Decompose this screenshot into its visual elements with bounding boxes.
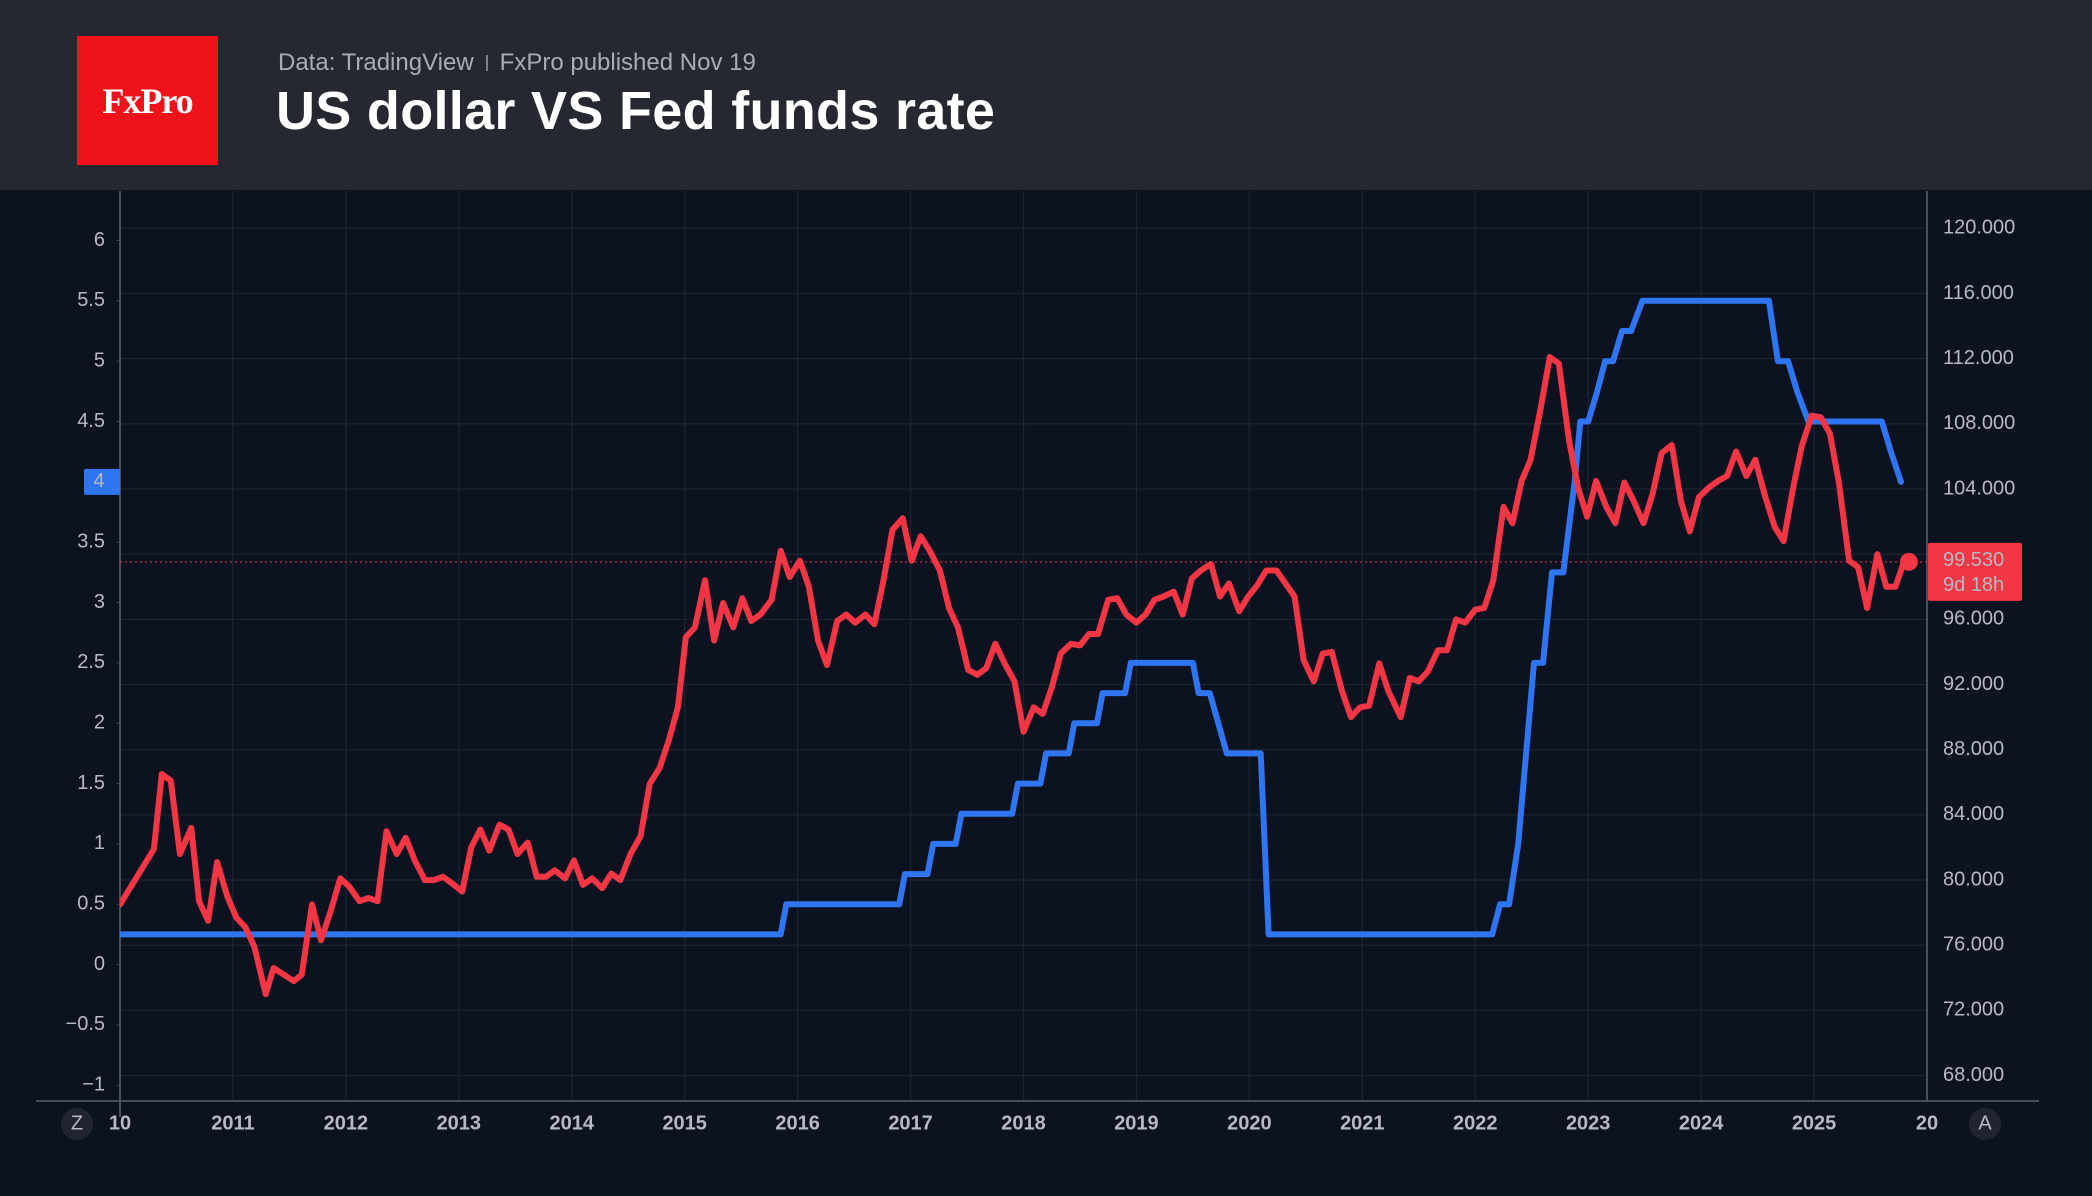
last-point — [1899, 552, 1918, 571]
subtitle: Data: TradingView FxPro published Nov 19 — [278, 49, 756, 77]
series-line — [120, 297, 1904, 938]
rate-label: 4 — [93, 470, 104, 492]
x-tick-label: 2018 — [1001, 1112, 1046, 1134]
logo: FxPro — [77, 36, 218, 165]
x-tick-label: 2023 — [1566, 1112, 1611, 1134]
scale-button-label[interactable]: A — [1978, 1112, 1992, 1134]
series-line — [120, 354, 1912, 998]
y2-tick-label: 76.000 — [1943, 934, 2004, 956]
x-tick-label: 2012 — [324, 1112, 369, 1134]
y2-tick-label: 80.000 — [1943, 868, 2004, 890]
y2-tick-label: 96.000 — [1943, 608, 2004, 630]
header: FxPro Data: TradingView FxPro published N… — [0, 0, 2092, 190]
x-tick-label: 20 — [1916, 1112, 1938, 1134]
y2-tick-label: 92.000 — [1943, 673, 2004, 695]
x-tick-label: 2017 — [888, 1112, 933, 1134]
rate-label-bg — [84, 468, 120, 495]
scale-button[interactable] — [61, 1108, 93, 1140]
y2-tick-label: 120.000 — [1943, 217, 2015, 239]
x-tick-label: 2011 — [211, 1112, 254, 1134]
chart-title: US dollar VS Fed funds rate — [276, 81, 996, 141]
y2-tick-label: 68.000 — [1943, 1064, 2004, 1086]
plot — [120, 297, 1912, 998]
scale-button[interactable] — [1969, 1108, 2001, 1140]
y2-tick-label: 72.000 — [1943, 999, 2004, 1021]
y2-tick-label: 108.000 — [1943, 412, 2015, 434]
x-tick-label: 2014 — [550, 1112, 595, 1134]
y-tick-label: 5 — [94, 349, 105, 371]
x-tick-label: 2025 — [1792, 1112, 1837, 1134]
x-tick-label: 2020 — [1227, 1112, 1272, 1134]
y-tick-label: 5.5 — [77, 289, 105, 311]
x-tick-label: 10 — [109, 1112, 131, 1134]
y-tick-label: 0.5 — [77, 893, 105, 915]
y-tick-label: 2 — [94, 712, 105, 734]
y2-tick-label: 116.000 — [1943, 282, 2014, 304]
x-tick-label: 2015 — [662, 1112, 707, 1134]
price-label-bg — [1928, 542, 2022, 601]
y-tick-label: 1.5 — [77, 772, 105, 794]
y-tick-label: −0.5 — [66, 1013, 105, 1035]
separator — [485, 55, 488, 71]
y-tick-label: −1 — [82, 1074, 105, 1096]
x-tick-label: 2013 — [437, 1112, 482, 1134]
scale-button-label[interactable]: Z — [71, 1112, 83, 1134]
source: Data: TradingView — [278, 49, 474, 76]
y2-tick-label: 84.000 — [1943, 803, 2004, 825]
x-tick-label: 2016 — [775, 1112, 820, 1134]
x-tick-label: 2022 — [1453, 1112, 1498, 1134]
y2-tick-label: 88.000 — [1943, 738, 2004, 760]
countdown-label: 9d 18h — [1943, 574, 2004, 596]
y-tick-label: 0 — [94, 953, 105, 975]
x-tick-label: 2021 — [1340, 1112, 1385, 1134]
x-tick-label: 2024 — [1679, 1112, 1724, 1134]
y-tick-label: 2.5 — [77, 651, 105, 673]
y-tick-label: 1 — [94, 832, 105, 854]
y-tick-label: 3.5 — [77, 530, 105, 552]
y2-tick-label: 104.000 — [1943, 477, 2015, 499]
price-label: 99.530 — [1943, 549, 2004, 571]
x-tick-label: 2019 — [1114, 1112, 1159, 1134]
published: FxPro published Nov 19 — [499, 49, 756, 76]
y-tick-label: 4.5 — [77, 410, 105, 432]
y2-tick-label: 112.000 — [1943, 347, 2014, 369]
y-tick-label: 6 — [94, 229, 105, 251]
y-tick-label: 3 — [94, 591, 105, 613]
